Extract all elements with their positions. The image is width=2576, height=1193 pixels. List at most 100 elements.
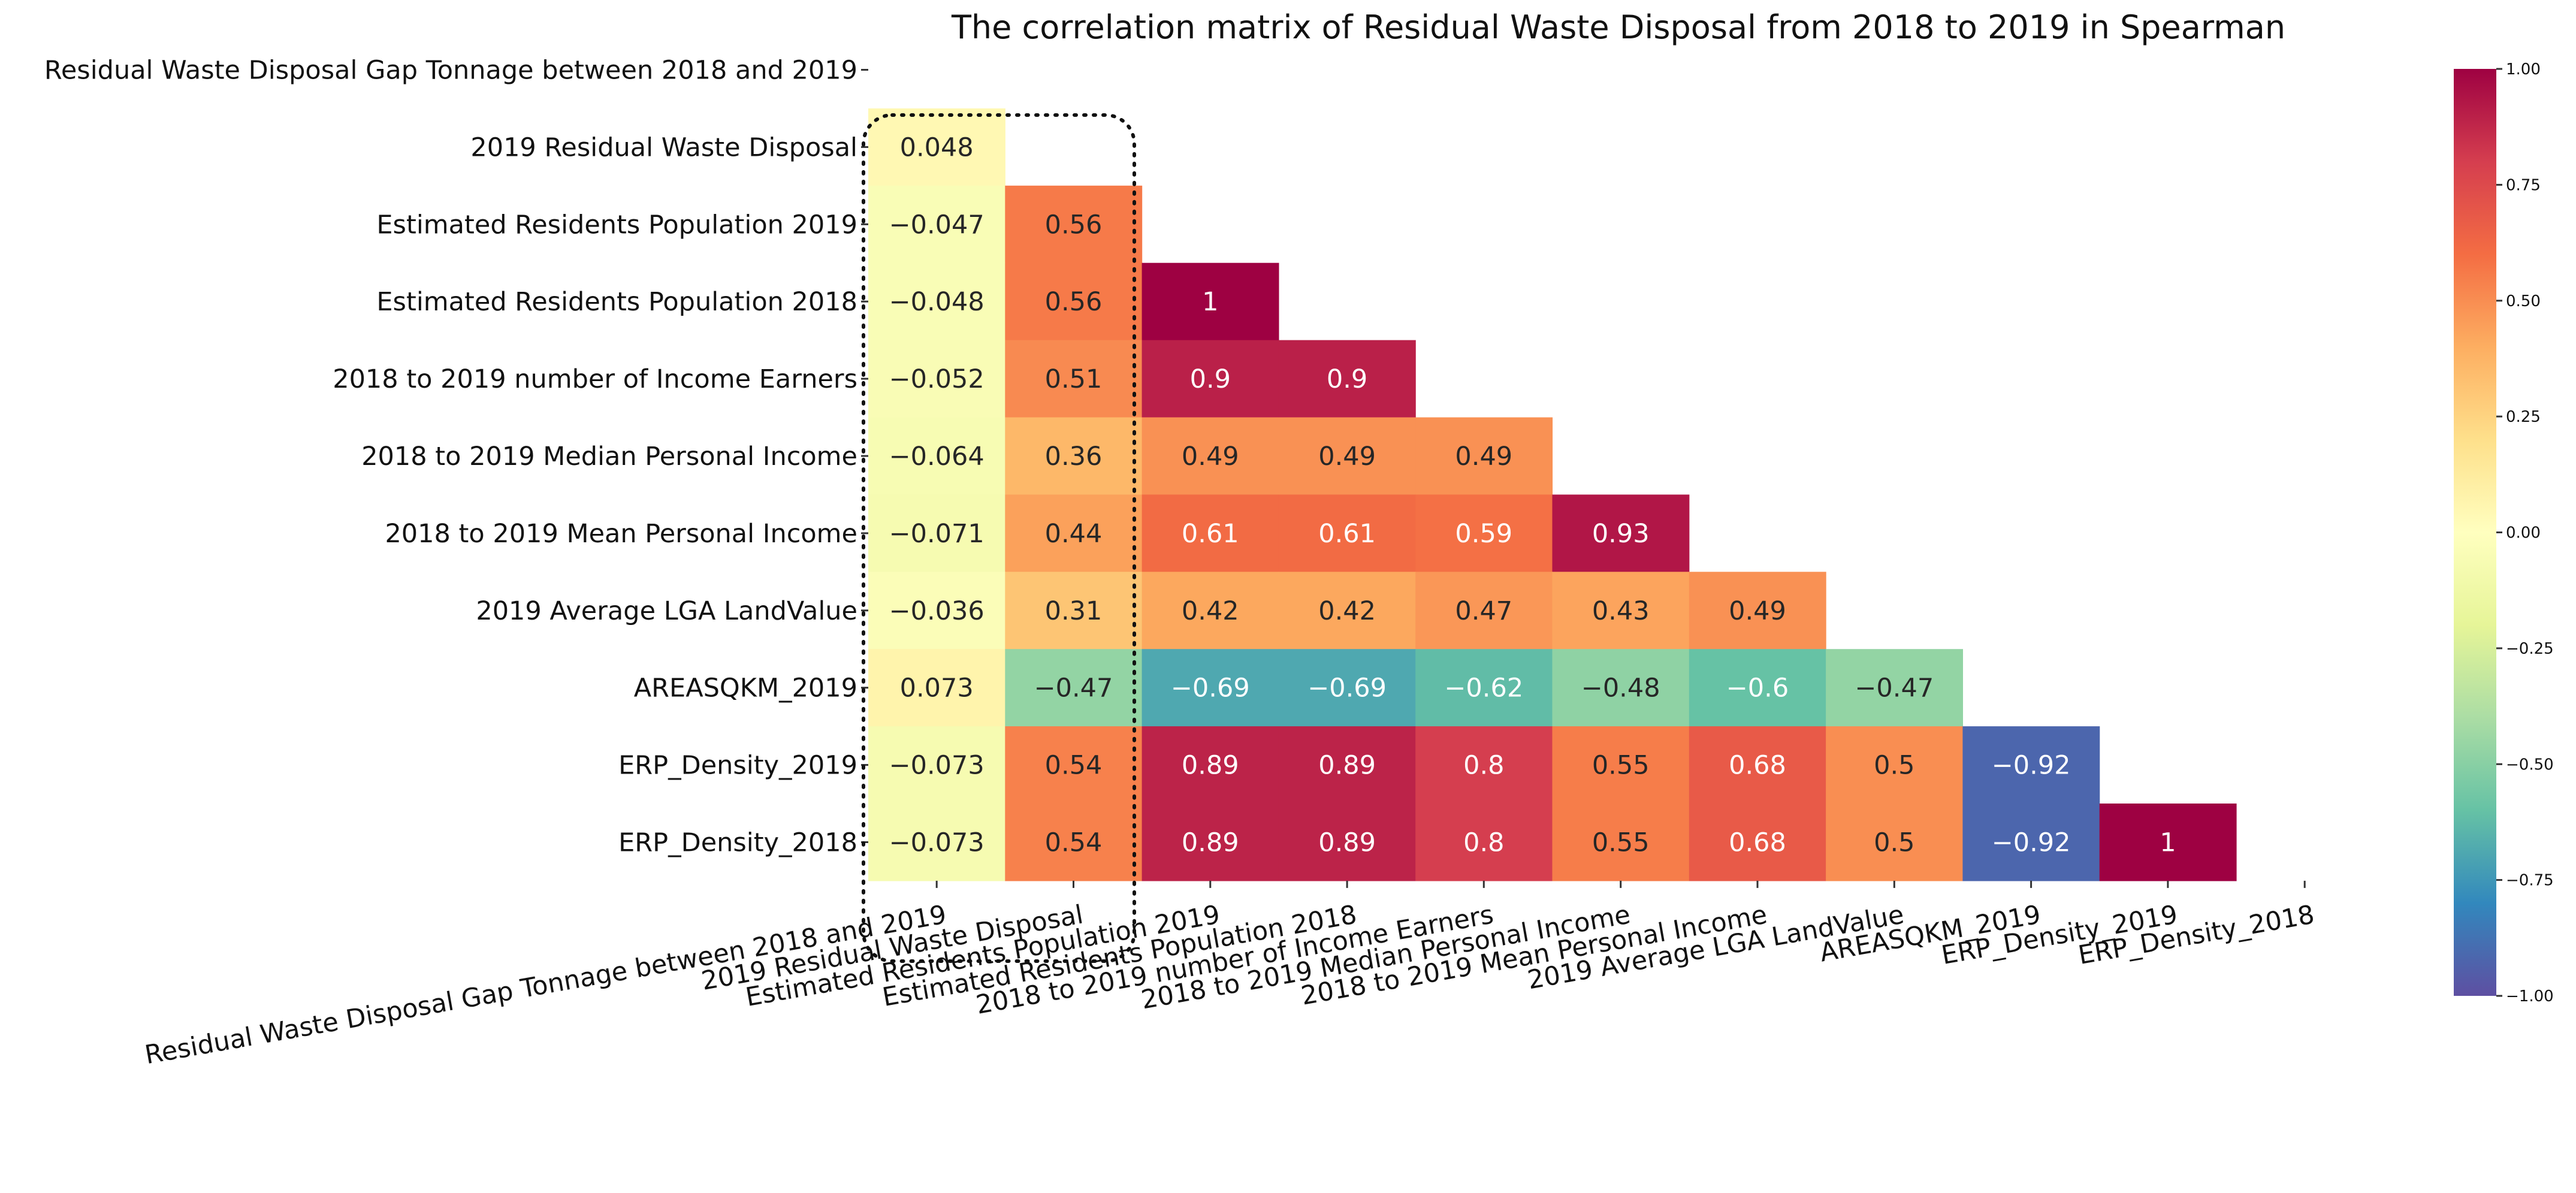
heatmap-cell xyxy=(1689,726,1826,804)
heatmap-cell xyxy=(1415,494,1553,572)
cell-value-label: 0.89 xyxy=(1318,751,1376,781)
heatmap-cell xyxy=(1826,726,1963,804)
heatmap-cell xyxy=(1826,649,1963,727)
heatmap-cell xyxy=(2099,804,2237,881)
heatmap-cell xyxy=(1278,494,1416,572)
y-tick-label: 2019 Residual Waste Disposal xyxy=(470,132,857,162)
y-axis-ticks: Residual Waste Disposal Gap Tonnage betw… xyxy=(44,55,868,858)
cell-value-label: 0.55 xyxy=(1592,751,1650,781)
colorbar-ticks: 1.00 0.75 0.50 0.25 0.00 −0.25 −0.50 −0.75 −1.00 xyxy=(2496,61,2554,1005)
cell-value-label: 0.51 xyxy=(1045,364,1103,394)
colorbar-tick-label: −0.25 xyxy=(2506,640,2554,658)
colorbar-tick-label: −0.50 xyxy=(2506,756,2554,774)
cell-value-label: 0.89 xyxy=(1182,828,1239,858)
heatmap-cell xyxy=(1005,726,1143,804)
heatmap-cell xyxy=(1141,262,1279,341)
cell-value-label: 0.073 xyxy=(900,673,974,703)
heatmap-cell xyxy=(1415,804,1553,881)
heatmap-cell xyxy=(1278,649,1416,727)
y-tick-label: Residual Waste Disposal Gap Tonnage betw… xyxy=(44,55,857,85)
cell-value-label: 1 xyxy=(1202,287,1218,317)
cell-value-label: −0.6 xyxy=(1726,673,1789,703)
heatmap-cell xyxy=(868,494,1005,572)
colorbar-gradient xyxy=(2454,69,2496,996)
cell-value-label: −0.69 xyxy=(1171,673,1250,703)
cell-value-label: −0.48 xyxy=(1581,673,1660,703)
y-tick-label: ERP_Density_2018 xyxy=(618,828,857,858)
heatmap-cell xyxy=(1552,726,1690,804)
heatmap-cell xyxy=(1141,572,1279,650)
heatmap-cell xyxy=(1552,494,1690,572)
heatmap-cell xyxy=(1552,649,1690,727)
heatmap-cell xyxy=(1005,417,1143,495)
cell-value-label: 0.68 xyxy=(1729,751,1786,781)
heatmap-cell xyxy=(1962,726,2100,804)
cell-value-label: 0.5 xyxy=(1874,751,1914,781)
cell-value-label: 0.8 xyxy=(1463,751,1504,781)
heatmap-cell xyxy=(1689,804,1826,881)
cell-value-label: 0.59 xyxy=(1455,519,1512,549)
colorbar-tick-label: 0.50 xyxy=(2506,292,2541,310)
heatmap-cell xyxy=(868,417,1005,495)
heatmap-cell xyxy=(868,340,1005,418)
heatmap-cell xyxy=(868,726,1005,804)
cell-value-label: 0.54 xyxy=(1045,828,1103,858)
cell-value-label: 0.54 xyxy=(1045,751,1103,781)
cell-value-label: 0.61 xyxy=(1318,519,1376,549)
heatmap-cell xyxy=(1415,572,1553,650)
heatmap-cell xyxy=(1278,572,1416,650)
heatmap-cell xyxy=(868,804,1005,881)
heatmap-cell xyxy=(868,185,1005,264)
cell-value-label: 0.49 xyxy=(1182,442,1239,472)
colorbar-tick-label: 0.25 xyxy=(2506,408,2541,426)
cell-value-label: 0.89 xyxy=(1318,828,1376,858)
colorbar-tick-label: 1.00 xyxy=(2506,61,2541,78)
cell-value-label: 0.43 xyxy=(1592,596,1650,626)
cell-value-label: 0.048 xyxy=(900,132,974,162)
heatmap-cell xyxy=(1005,572,1143,650)
cell-value-label: −0.47 xyxy=(1855,673,1934,703)
colorbar-tick-label: −0.75 xyxy=(2506,872,2554,890)
cell-value-label: −0.92 xyxy=(1992,828,2071,858)
cell-value-label: 0.68 xyxy=(1729,828,1786,858)
y-tick-label: 2018 to 2019 number of Income Earners xyxy=(333,364,857,394)
cell-value-label: −0.92 xyxy=(1992,751,2071,781)
cell-value-label: −0.052 xyxy=(889,364,985,394)
cell-value-label: 0.49 xyxy=(1455,442,1512,472)
heatmap-cell xyxy=(1689,572,1826,650)
cell-value-label: 0.44 xyxy=(1045,519,1103,549)
heatmap-cell xyxy=(1005,185,1143,264)
cell-value-label: 0.36 xyxy=(1045,442,1103,472)
heatmap-cell xyxy=(1278,804,1416,881)
y-tick-label: 2018 to 2019 Mean Personal Income xyxy=(385,519,857,549)
heatmap-cell xyxy=(1141,417,1279,495)
cell-value-label: −0.064 xyxy=(889,442,985,472)
x-axis-ticks: Residual Waste Disposal Gap Tonnage betw… xyxy=(143,880,2317,1070)
y-tick-label: 2018 to 2019 Median Personal Income xyxy=(361,442,857,472)
colorbar-tick-label: 0.75 xyxy=(2506,176,2541,194)
heatmap-cell xyxy=(1005,494,1143,572)
heatmap-cell xyxy=(868,649,1005,727)
heatmap-cell xyxy=(1141,726,1279,804)
cell-value-label: 0.9 xyxy=(1190,364,1231,394)
y-tick-label: Estimated Residents Population 2019 xyxy=(376,210,857,240)
colorbar: 1.00 0.75 0.50 0.25 0.00 −0.25 −0.50 −0.75 −1.00 xyxy=(2454,61,2554,1005)
cell-value-label: −0.073 xyxy=(889,828,985,858)
heatmap-cell xyxy=(1278,340,1416,418)
heatmap-cell xyxy=(1141,804,1279,881)
heatmap-cell xyxy=(1826,804,1963,881)
cell-value-label: 1 xyxy=(2160,828,2176,858)
colorbar-tick-label: 0.00 xyxy=(2506,524,2541,542)
heatmap-cell xyxy=(1278,726,1416,804)
heatmap-cell xyxy=(1005,649,1143,727)
heatmap-cell xyxy=(1141,340,1279,418)
heatmap-cell xyxy=(1552,572,1690,650)
heatmap-cell xyxy=(1005,804,1143,881)
cell-value-label: 0.56 xyxy=(1045,287,1103,317)
cell-value-label: 0.9 xyxy=(1327,364,1367,394)
chart-title: The correlation matrix of Residual Waste… xyxy=(951,8,2285,46)
heatmap-cell xyxy=(868,572,1005,650)
heatmap-cell xyxy=(1689,649,1826,727)
cell-value-label: 0.93 xyxy=(1592,519,1650,549)
cell-value-label: 0.49 xyxy=(1729,596,1786,626)
